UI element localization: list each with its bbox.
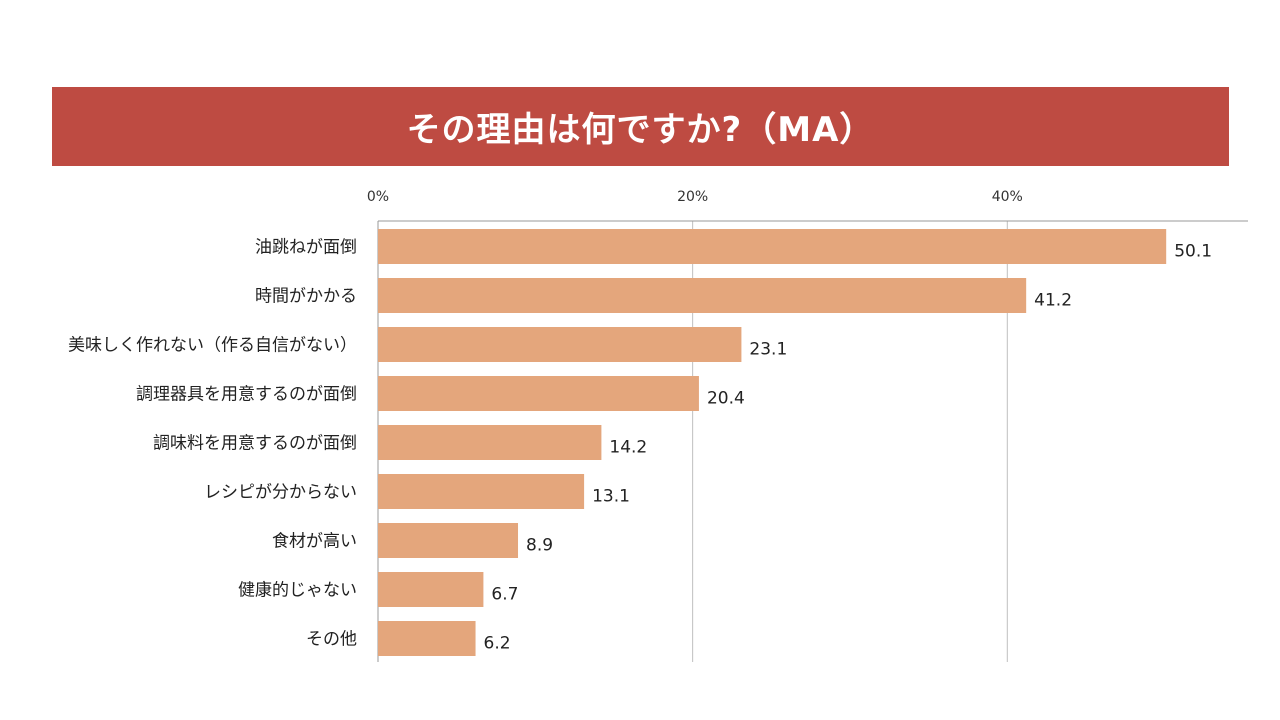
chart-title: その理由は何ですか?（MA） [406, 110, 875, 150]
bar [378, 425, 602, 460]
bar [378, 572, 484, 607]
data-label: 8.9 [526, 536, 553, 556]
data-label: 13.1 [592, 487, 630, 507]
data-label: 6.2 [484, 634, 511, 654]
bar [378, 523, 519, 558]
category-label: 調理器具を用意するのが面倒 [136, 385, 357, 405]
chart-title-banner: その理由は何ですか?（MA） [52, 87, 1229, 166]
category-label: 健康的じゃない [238, 581, 357, 601]
x-tick-label: 0% [367, 189, 389, 205]
category-label: 油跳ねが面倒 [255, 238, 357, 258]
x-tick-label: 20% [677, 189, 708, 205]
data-label: 20.4 [707, 389, 745, 409]
bar [378, 474, 585, 509]
category-label: 調味料を用意するのが面倒 [153, 434, 357, 454]
data-label: 41.2 [1034, 291, 1072, 311]
bar [378, 621, 476, 656]
category-label: レシピが分からない [204, 483, 357, 503]
category-label: その他 [306, 630, 357, 650]
category-label: 食材が高い [272, 532, 357, 552]
data-label: 14.2 [609, 438, 647, 458]
data-label: 50.1 [1174, 242, 1212, 262]
data-label: 6.7 [491, 585, 518, 605]
x-tick-label: 40% [992, 189, 1023, 205]
data-label: 23.1 [749, 340, 787, 360]
bar [378, 278, 1027, 313]
bar [378, 376, 699, 411]
category-label: 時間がかかる [255, 287, 357, 307]
bar [378, 229, 1167, 264]
category-label: 美味しく作れない（作る自信がない） [68, 336, 357, 356]
bar [378, 327, 742, 362]
